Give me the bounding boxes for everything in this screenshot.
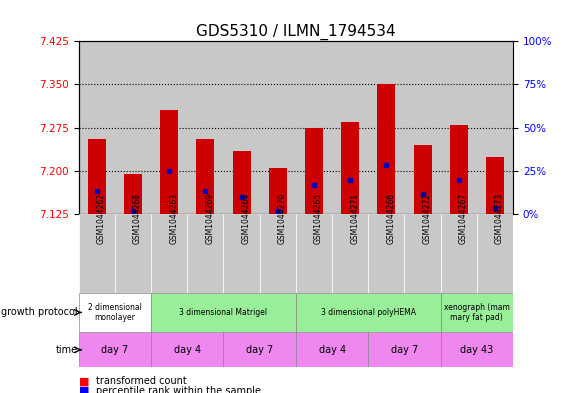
Text: GSM1044263: GSM1044263 — [169, 193, 178, 244]
Bar — [233, 151, 251, 214]
Text: 3 dimensional polyHEMA: 3 dimensional polyHEMA — [321, 308, 416, 317]
Bar — [115, 214, 151, 293]
Text: GSM1044265: GSM1044265 — [314, 193, 323, 244]
Bar — [296, 41, 332, 214]
Text: day 7: day 7 — [101, 345, 128, 355]
Bar — [151, 41, 187, 214]
Bar — [477, 214, 513, 293]
Bar — [79, 293, 151, 332]
Bar — [151, 214, 187, 293]
Text: GSM1044264: GSM1044264 — [241, 193, 251, 244]
Bar — [79, 332, 151, 367]
Text: GSM1044272: GSM1044272 — [423, 193, 431, 244]
Bar — [115, 41, 151, 214]
Bar — [196, 139, 215, 214]
Bar — [441, 332, 513, 367]
Text: day 43: day 43 — [460, 345, 493, 355]
Bar — [269, 168, 287, 214]
Text: percentile rank within the sample: percentile rank within the sample — [96, 386, 261, 393]
Bar — [441, 293, 513, 332]
Bar — [296, 214, 332, 293]
Bar — [151, 293, 296, 332]
Bar — [187, 214, 223, 293]
Bar — [160, 110, 178, 214]
Bar — [223, 41, 259, 214]
Bar — [259, 214, 296, 293]
Text: day 7: day 7 — [391, 345, 418, 355]
Text: GSM1044270: GSM1044270 — [278, 193, 287, 244]
Bar — [124, 174, 142, 214]
Bar — [368, 41, 405, 214]
Bar — [187, 41, 223, 214]
Text: 3 dimensional Matrigel: 3 dimensional Matrigel — [180, 308, 268, 317]
Text: 2 dimensional
monolayer: 2 dimensional monolayer — [88, 303, 142, 322]
Text: ■: ■ — [79, 376, 89, 386]
Title: GDS5310 / ILMN_1794534: GDS5310 / ILMN_1794534 — [196, 24, 396, 40]
Bar — [477, 41, 513, 214]
Bar — [377, 84, 395, 214]
Bar — [405, 41, 441, 214]
Bar — [296, 293, 441, 332]
Bar — [79, 214, 115, 293]
Bar — [332, 41, 368, 214]
Text: day 4: day 4 — [174, 345, 201, 355]
Text: day 4: day 4 — [318, 345, 346, 355]
Bar — [223, 214, 259, 293]
Text: day 7: day 7 — [246, 345, 273, 355]
Bar — [441, 214, 477, 293]
Text: growth protocol: growth protocol — [1, 307, 78, 318]
Bar — [405, 214, 441, 293]
Bar — [441, 41, 477, 214]
Bar — [305, 128, 323, 214]
Bar — [449, 125, 468, 214]
Text: GSM1044269: GSM1044269 — [205, 193, 215, 244]
Text: xenograph (mam
mary fat pad): xenograph (mam mary fat pad) — [444, 303, 510, 322]
Text: GSM1044266: GSM1044266 — [387, 193, 395, 244]
Text: GSM1044268: GSM1044268 — [133, 193, 142, 244]
Text: GSM1044262: GSM1044262 — [97, 193, 106, 244]
Bar — [368, 332, 441, 367]
Bar — [259, 41, 296, 214]
Text: GSM1044271: GSM1044271 — [350, 193, 359, 244]
Bar — [413, 145, 431, 214]
Bar — [223, 332, 296, 367]
Bar — [341, 122, 359, 214]
Text: GSM1044273: GSM1044273 — [495, 193, 504, 244]
Bar — [151, 332, 223, 367]
Bar — [296, 332, 368, 367]
Bar — [332, 214, 368, 293]
Text: time: time — [56, 345, 78, 355]
Text: transformed count: transformed count — [96, 376, 187, 386]
Bar — [88, 139, 106, 214]
Text: GSM1044267: GSM1044267 — [459, 193, 468, 244]
Bar — [79, 41, 115, 214]
Text: ■: ■ — [79, 386, 89, 393]
Bar — [486, 156, 504, 214]
Bar — [368, 214, 405, 293]
